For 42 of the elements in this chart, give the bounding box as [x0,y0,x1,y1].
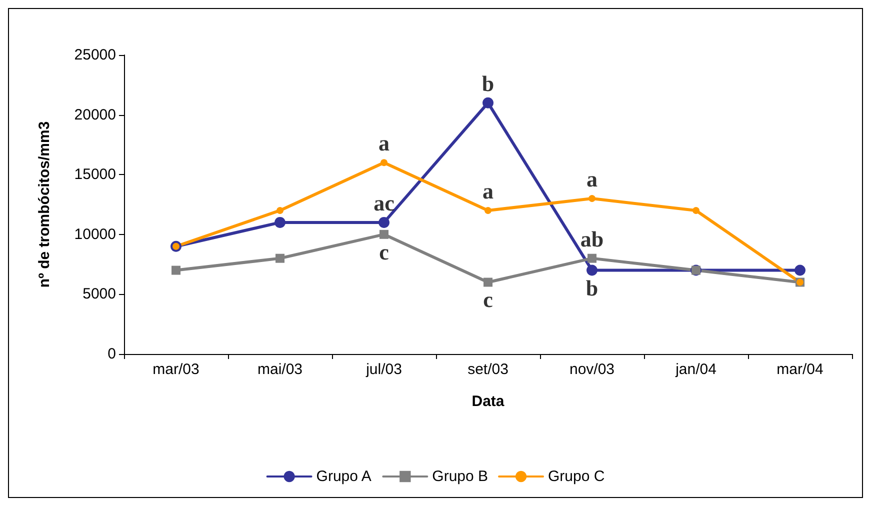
point [588,195,596,202]
point [274,216,286,228]
annotation: a [482,178,494,204]
point [482,97,494,108]
x-tick-label: nov/03 [569,361,615,378]
legend-label: Grupo A [316,468,372,485]
point [380,230,388,239]
annotation: ac [374,190,395,216]
y-tick-label: 20000 [74,106,116,124]
x-tick-label: mai/03 [257,361,303,378]
x-tick-label: jul/03 [365,361,402,378]
point [378,216,390,228]
y-tick-label: 15000 [74,166,116,184]
point [794,264,806,276]
x-tick-label: set/03 [468,361,508,378]
legend-label: Grupo B [432,468,488,485]
point [172,266,180,275]
point [586,264,598,276]
point [588,254,596,263]
annotation: b [482,70,494,96]
x-tick-label: mar/03 [152,361,200,378]
annotation: a [586,166,598,192]
y-tick-label: 25000 [74,46,116,64]
point [484,278,492,287]
point [276,206,284,214]
x-tick-label: jan/04 [674,361,716,378]
point [692,206,700,214]
x-axis-title: Data [472,393,505,410]
y-axis-title: nº de trombócitos/mm3 [36,121,53,288]
y-tick-label: 10000 [74,226,116,243]
annotation: a [378,130,390,156]
point [276,254,284,263]
annotation: b [586,275,598,300]
annotation: ab [580,226,604,252]
y-tick-label: 0 [108,346,116,362]
y-tick-label: 5000 [82,286,116,303]
point [380,159,388,166]
legend-label: Grupo C [548,468,605,485]
annotation: c [379,239,390,264]
point [484,206,492,214]
annotation: c [483,287,494,312]
x-tick-label: mar/04 [776,361,824,378]
